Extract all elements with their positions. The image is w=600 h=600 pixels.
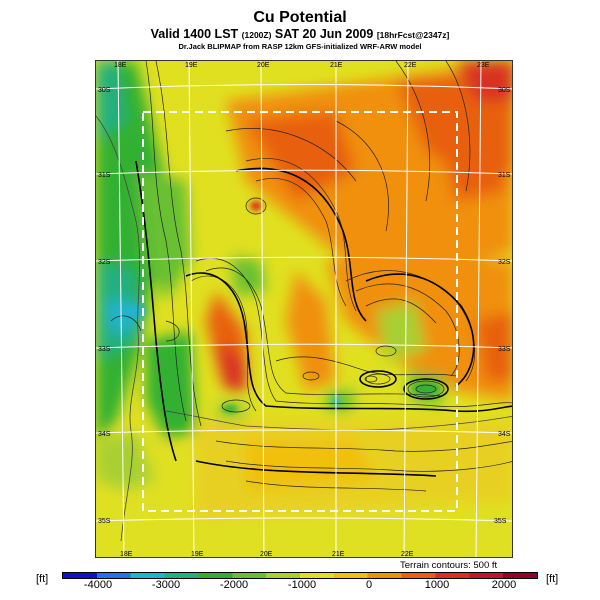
- lon-label-top: 21E: [330, 62, 343, 69]
- lon-label-bottom: 20E: [260, 551, 273, 558]
- lat-label-left: 34S: [98, 431, 111, 438]
- map-title: Cu Potential: [253, 9, 347, 26]
- terrain-contours: [110, 61, 512, 492]
- colorbar-tick: -1000: [287, 579, 317, 591]
- colorbar-tick: 2000: [491, 579, 517, 591]
- lat-label-right: 33S: [498, 346, 511, 353]
- terrain-contours-major: [135, 160, 512, 477]
- coastline: [96, 115, 141, 542]
- colorbar-unit-right: [ft]: [546, 573, 559, 585]
- colorbar: [62, 572, 538, 579]
- valid-time: Valid 1400 LST: [150, 27, 239, 41]
- lon-label-top: 18E: [114, 62, 127, 69]
- lat-label-right: 31S: [498, 172, 511, 179]
- map-canvas: 18E 19E 20E 21E 22E 23E 18E 19E 20E 21E …: [96, 61, 512, 558]
- lat-label-right: 32S: [498, 259, 511, 266]
- lat-label-left: 32S: [98, 259, 111, 266]
- lat-label-left: 35S: [98, 518, 111, 525]
- lat-label-left: 30S: [98, 87, 111, 94]
- lon-label-top: 22E: [404, 62, 417, 69]
- colorbar-tick: -2000: [219, 579, 249, 591]
- lon-label-bottom: 21E: [332, 551, 345, 558]
- lat-lon-grid: [96, 61, 512, 557]
- lon-label-bottom: 18E: [120, 551, 133, 558]
- lat-label-left: 33S: [98, 346, 111, 353]
- lon-label-top: 19E: [185, 62, 198, 69]
- cu-potential-field: [96, 61, 512, 557]
- lon-label-top: 23E: [477, 62, 490, 69]
- map-subtitle: Valid 1400 LST (1200Z) SAT 20 Jun 2009 […: [0, 27, 600, 41]
- colorbar-tick: -4000: [83, 579, 113, 591]
- lat-label-right: 34S: [498, 431, 511, 438]
- lon-label-top: 20E: [257, 62, 270, 69]
- lon-label-bottom: 22E: [401, 551, 414, 558]
- model-credit: Dr.Jack BLIPMAP from RASP 12km GFS-initi…: [178, 42, 422, 51]
- south-coastline: [165, 410, 512, 431]
- colorbar-tick: 0: [365, 579, 373, 591]
- terrain-contours-note: Terrain contours: 500 ft: [400, 560, 498, 571]
- colorbar-unit-left: [ft]: [36, 573, 49, 585]
- utc-time: (1200Z): [241, 30, 272, 40]
- lon-label-bottom: 19E: [191, 551, 204, 558]
- valid-date: SAT 20 Jun 2009: [274, 27, 374, 41]
- inner-domain-box: [142, 111, 458, 512]
- forecast-info: [18hrFcst@2347z]: [376, 30, 450, 40]
- colorbar-tick: -3000: [151, 579, 181, 591]
- colorbar-tick: 1000: [424, 579, 450, 591]
- lat-label-right: 35S: [494, 518, 507, 525]
- lat-label-left: 31S: [98, 172, 111, 179]
- lat-label-right: 30S: [498, 87, 511, 94]
- map-panel: 18E 19E 20E 21E 22E 23E 18E 19E 20E 21E …: [95, 60, 513, 558]
